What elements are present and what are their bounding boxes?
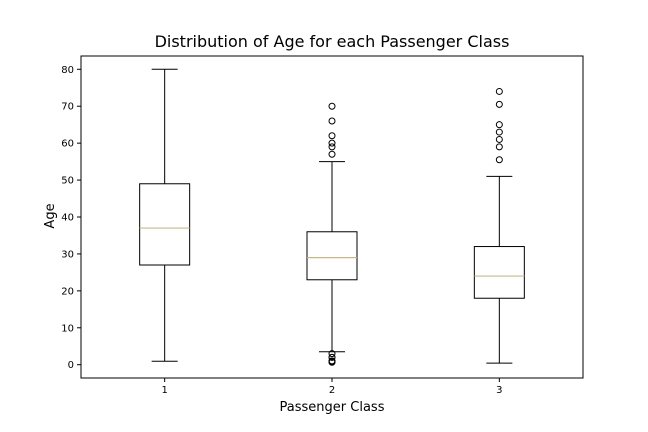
outlier-point xyxy=(328,132,336,140)
outlier-point xyxy=(495,135,503,143)
x-axis-title: Passenger Class xyxy=(280,400,385,415)
outlier-point xyxy=(328,139,336,147)
outlier-point xyxy=(495,143,503,151)
y-tick-label: 0 xyxy=(68,360,74,371)
outlier-point xyxy=(328,117,336,125)
y-tick-label: 20 xyxy=(61,286,74,297)
outlier-point xyxy=(328,102,336,110)
outlier-point xyxy=(328,143,336,151)
y-tick-label: 40 xyxy=(61,213,74,224)
y-tick-label: 70 xyxy=(61,102,74,113)
outlier-point xyxy=(328,353,336,361)
outlier-point xyxy=(495,87,503,95)
iqr-box xyxy=(306,231,358,281)
iqr-box xyxy=(473,246,525,299)
chart-title: Distribution of Age for each Passenger C… xyxy=(155,32,510,51)
y-axis-title: Age xyxy=(43,203,58,228)
y-tick-label: 50 xyxy=(61,176,74,187)
outlier-point xyxy=(495,100,503,108)
outlier-point xyxy=(495,121,503,129)
outlier-point xyxy=(328,350,336,358)
y-tick-label: 80 xyxy=(61,65,74,76)
y-tick-label: 10 xyxy=(61,323,74,334)
outlier-point xyxy=(328,150,336,158)
iqr-box xyxy=(139,183,191,266)
y-tick-label: 60 xyxy=(61,139,74,150)
outlier-point xyxy=(495,128,503,136)
outlier-point xyxy=(328,357,336,365)
x-tick-label: 1 xyxy=(161,385,167,396)
x-tick-label: 3 xyxy=(496,385,502,396)
y-tick-label: 30 xyxy=(61,249,74,260)
plot-area: 0 10 20 30 40 50 60 70 80 1 2 3 xyxy=(61,55,584,396)
x-tick-label: 2 xyxy=(329,385,335,396)
outlier-point xyxy=(495,156,503,164)
